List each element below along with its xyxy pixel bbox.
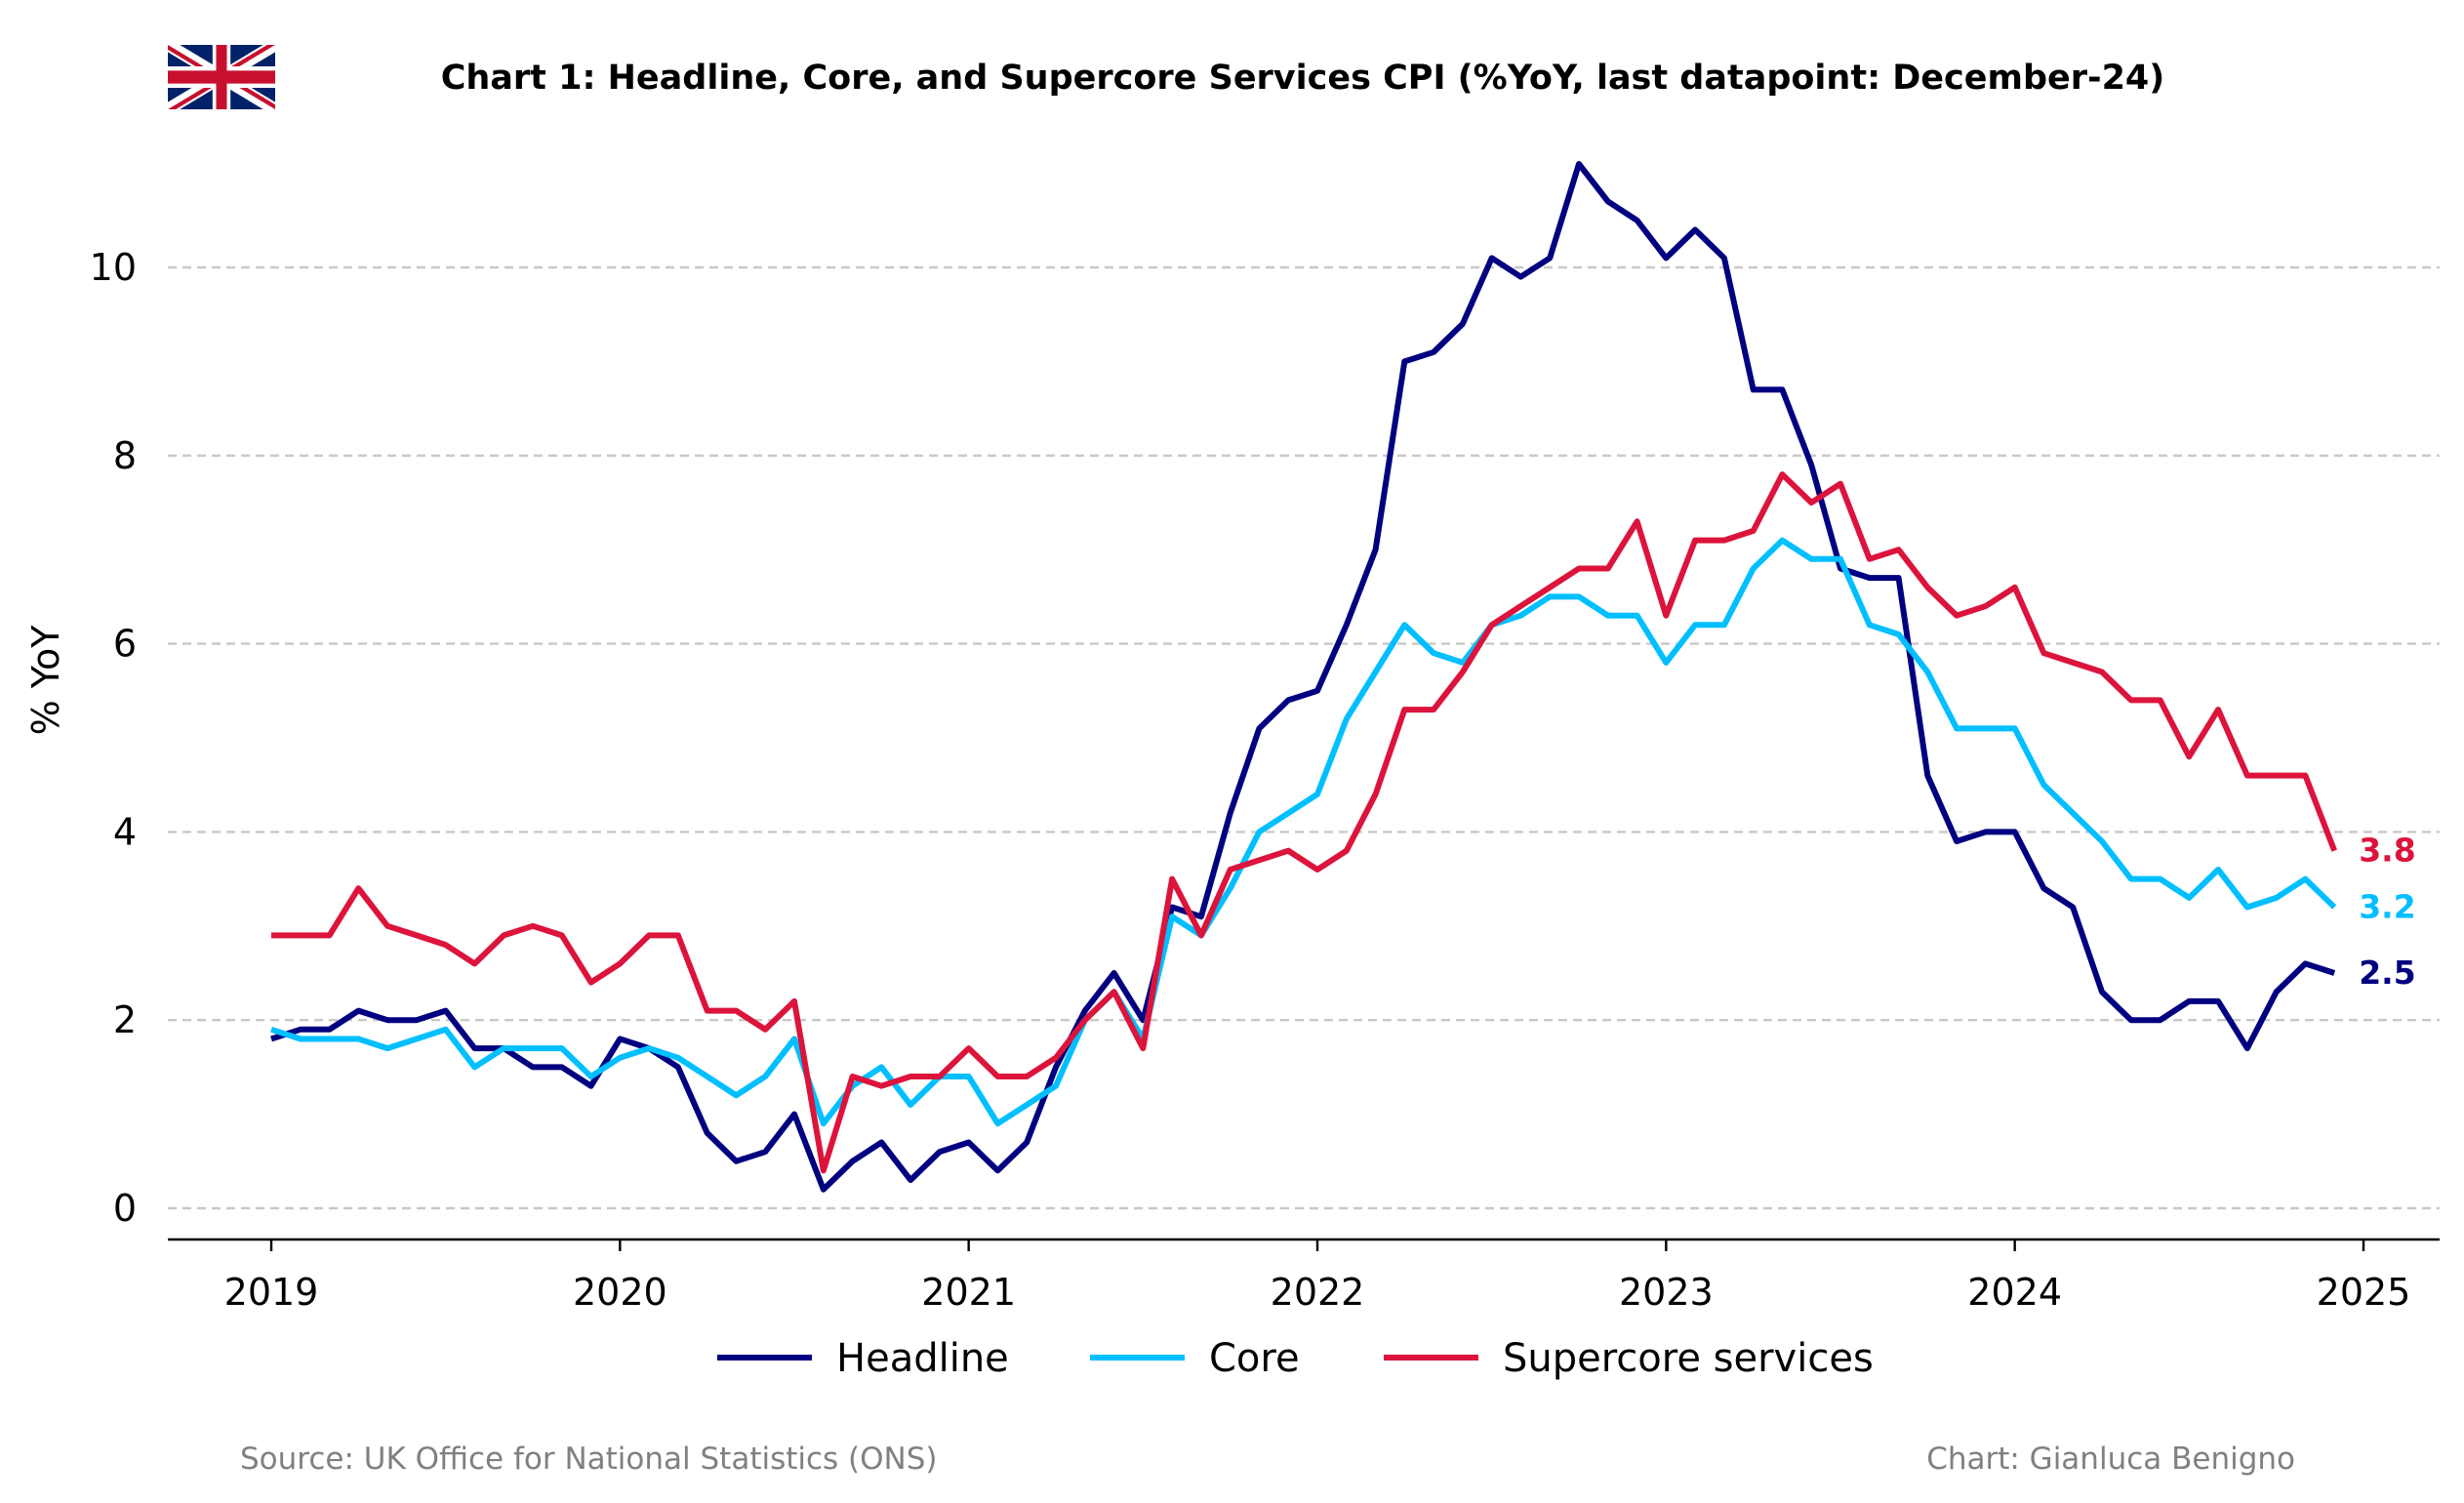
legend-label: Supercore services [1503,1336,1874,1381]
uk-flag-icon [168,45,275,109]
end-labels: 2.5 3.2 3.8 [2359,832,2415,992]
x-tick-label: 2021 [921,1271,1016,1314]
legend-label: Headline [836,1336,1009,1381]
end-label-core: 3.2 [2359,888,2415,926]
legend: Headline Core Supercore services [717,1336,1874,1381]
y-tick-label: 10 [90,246,137,289]
y-tick-label: 4 [113,810,137,853]
x-tick-label: 2023 [1619,1271,1714,1314]
y-axis-ticks: 0 2 4 6 8 10 [90,246,137,1230]
series-line-core [270,537,2337,1127]
x-tick-label: 2022 [1271,1271,1365,1314]
legend-label: Core [1209,1336,1300,1381]
y-tick-label: 6 [113,623,137,666]
x-tick-label: 2020 [573,1271,667,1314]
source-note: Source: UK Office for National Statistic… [240,1442,938,1477]
x-tick-label: 2024 [1967,1271,2062,1314]
x-tick-label: 2019 [224,1271,319,1314]
series-line-supercore-services [271,471,2337,1174]
x-tick-label: 2025 [2317,1271,2411,1314]
chart-credit: Chart: Gianluca Benigno [1926,1442,2295,1477]
end-label-headline: 2.5 [2359,954,2415,992]
series-line-headline [270,161,2336,1193]
grid [168,265,2440,1210]
y-tick-label: 8 [113,434,137,477]
x-axis-ticks: 2019 2020 2021 2022 2023 2024 2025 [224,1239,2411,1314]
series-lines [270,161,2337,1193]
y-axis-label: % YoY [24,625,67,736]
y-tick-label: 0 [113,1187,137,1230]
y-tick-label: 2 [113,998,137,1041]
chart-title: Chart 1: Headline, Core, and Supercore S… [441,59,2165,98]
end-label-supercore-services: 3.8 [2359,832,2415,870]
